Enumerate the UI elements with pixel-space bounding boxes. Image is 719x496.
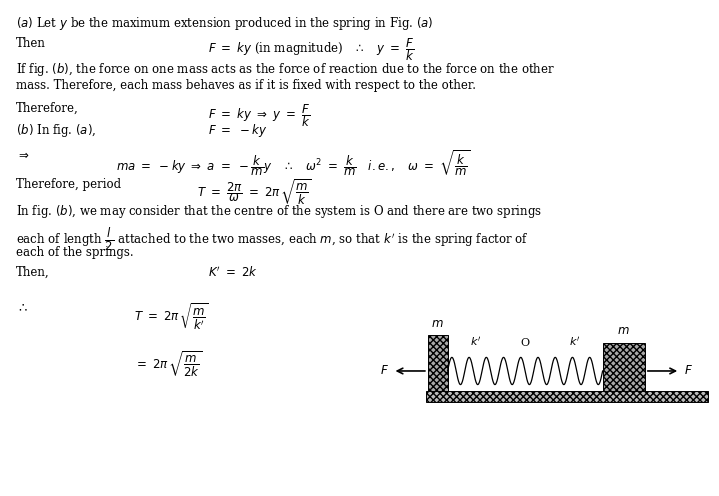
Text: $m$: $m$ <box>431 316 444 330</box>
Text: $T\ =\ 2\pi\,\sqrt{\dfrac{m}{k'}}$: $T\ =\ 2\pi\,\sqrt{\dfrac{m}{k'}}$ <box>134 302 209 333</box>
Text: In fig. $(b)$, we may consider that the centre of the system is O and there are : In fig. $(b)$, we may consider that the … <box>16 203 541 220</box>
Text: $k'$: $k'$ <box>569 335 580 348</box>
Text: $F$: $F$ <box>684 365 692 377</box>
Text: $F\ =\ -ky$: $F\ =\ -ky$ <box>208 122 267 138</box>
Bar <box>426 391 708 402</box>
Text: $ma\ =\ -ky\ \Rightarrow\ a\ =\ -\dfrac{k}{m}y\quad\therefore\quad\omega^{2}\ =\: $ma\ =\ -ky\ \Rightarrow\ a\ =\ -\dfrac{… <box>116 148 471 178</box>
Text: $(a)$ Let $y$ be the maximum extension produced in the spring in Fig. $(a)$: $(a)$ Let $y$ be the maximum extension p… <box>16 15 433 32</box>
Text: Then: Then <box>16 37 45 50</box>
Text: Then,: Then, <box>16 265 50 278</box>
Text: $F\ =\ ky\ \Rightarrow\ y\ =\ \dfrac{F}{k}$: $F\ =\ ky\ \Rightarrow\ y\ =\ \dfrac{F}{… <box>208 102 311 129</box>
Text: each of the springs.: each of the springs. <box>16 246 133 258</box>
Text: $F\ =\ ky$ (in magnitude)   $\therefore$   $y\ =\ \dfrac{F}{k}$: $F\ =\ ky$ (in magnitude) $\therefore$ $… <box>208 37 415 63</box>
Text: $\Rightarrow$: $\Rightarrow$ <box>16 148 29 161</box>
Bar <box>428 335 447 391</box>
Text: Therefore, period: Therefore, period <box>16 178 121 190</box>
Text: $k'$: $k'$ <box>470 335 482 348</box>
Text: $=\ 2\pi\,\sqrt{\dfrac{m}{2k}}$: $=\ 2\pi\,\sqrt{\dfrac{m}{2k}}$ <box>134 350 203 379</box>
Text: $(b)$ In fig. $(a)$,: $(b)$ In fig. $(a)$, <box>16 122 96 138</box>
Text: Therefore,: Therefore, <box>16 102 78 115</box>
Text: $m$: $m$ <box>618 324 630 337</box>
Text: mass. Therefore, each mass behaves as if it is fixed with respect to the other.: mass. Therefore, each mass behaves as if… <box>16 79 476 92</box>
Text: each of length $\dfrac{l}{2}$ attached to the two masses, each $m$, so that $k'$: each of length $\dfrac{l}{2}$ attached t… <box>16 226 528 253</box>
Text: $\therefore$: $\therefore$ <box>16 302 28 314</box>
Bar <box>603 343 645 391</box>
Text: $K'\ =\ 2k$: $K'\ =\ 2k$ <box>208 265 258 280</box>
Text: If fig. $(b)$, the force on one mass acts as the force of reaction due to the fo: If fig. $(b)$, the force on one mass act… <box>16 61 554 78</box>
Text: $T\ =\ \dfrac{2\pi}{\omega}\ =\ 2\pi\,\sqrt{\dfrac{m}{k}}$: $T\ =\ \dfrac{2\pi}{\omega}\ =\ 2\pi\,\s… <box>198 178 312 207</box>
Text: $F$: $F$ <box>380 365 389 377</box>
Text: O: O <box>521 338 530 348</box>
